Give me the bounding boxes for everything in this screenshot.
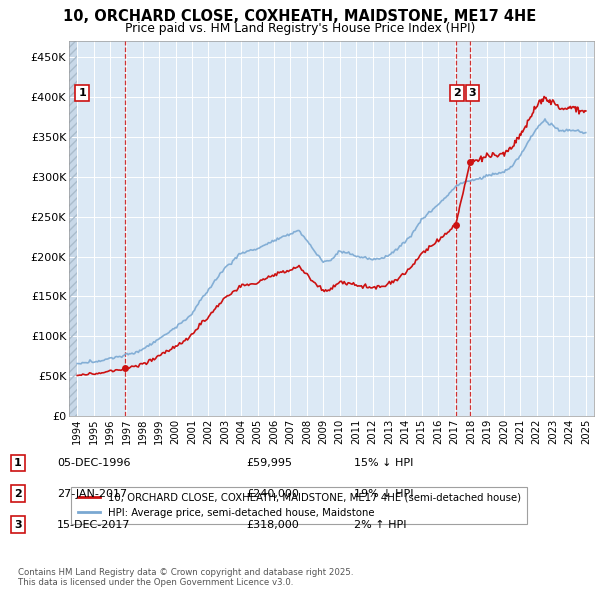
Text: 1: 1 [78, 88, 86, 98]
Text: 3: 3 [469, 88, 476, 98]
Text: 2% ↑ HPI: 2% ↑ HPI [354, 520, 407, 529]
Text: £318,000: £318,000 [246, 520, 299, 529]
Text: £59,995: £59,995 [246, 458, 292, 468]
Bar [69, 41, 77, 416]
Text: Price paid vs. HM Land Registry's House Price Index (HPI): Price paid vs. HM Land Registry's House … [125, 22, 475, 35]
Text: 2: 2 [453, 88, 461, 98]
Text: 10, ORCHARD CLOSE, COXHEATH, MAIDSTONE, ME17 4HE: 10, ORCHARD CLOSE, COXHEATH, MAIDSTONE, … [64, 9, 536, 24]
Text: 15% ↓ HPI: 15% ↓ HPI [354, 458, 413, 468]
Text: 2: 2 [14, 489, 22, 499]
Text: 27-JAN-2017: 27-JAN-2017 [57, 489, 127, 499]
Legend: 10, ORCHARD CLOSE, COXHEATH, MAIDSTONE, ME17 4HE (semi-detached house), HPI: Ave: 10, ORCHARD CLOSE, COXHEATH, MAIDSTONE, … [71, 487, 527, 524]
Text: £240,000: £240,000 [246, 489, 299, 499]
Text: 05-DEC-1996: 05-DEC-1996 [57, 458, 131, 468]
Bar [69, 41, 77, 416]
Text: 19% ↓ HPI: 19% ↓ HPI [354, 489, 413, 499]
Text: 3: 3 [14, 520, 22, 529]
Text: Contains HM Land Registry data © Crown copyright and database right 2025.
This d: Contains HM Land Registry data © Crown c… [18, 568, 353, 587]
Text: 15-DEC-2017: 15-DEC-2017 [57, 520, 131, 529]
Text: 1: 1 [14, 458, 22, 468]
